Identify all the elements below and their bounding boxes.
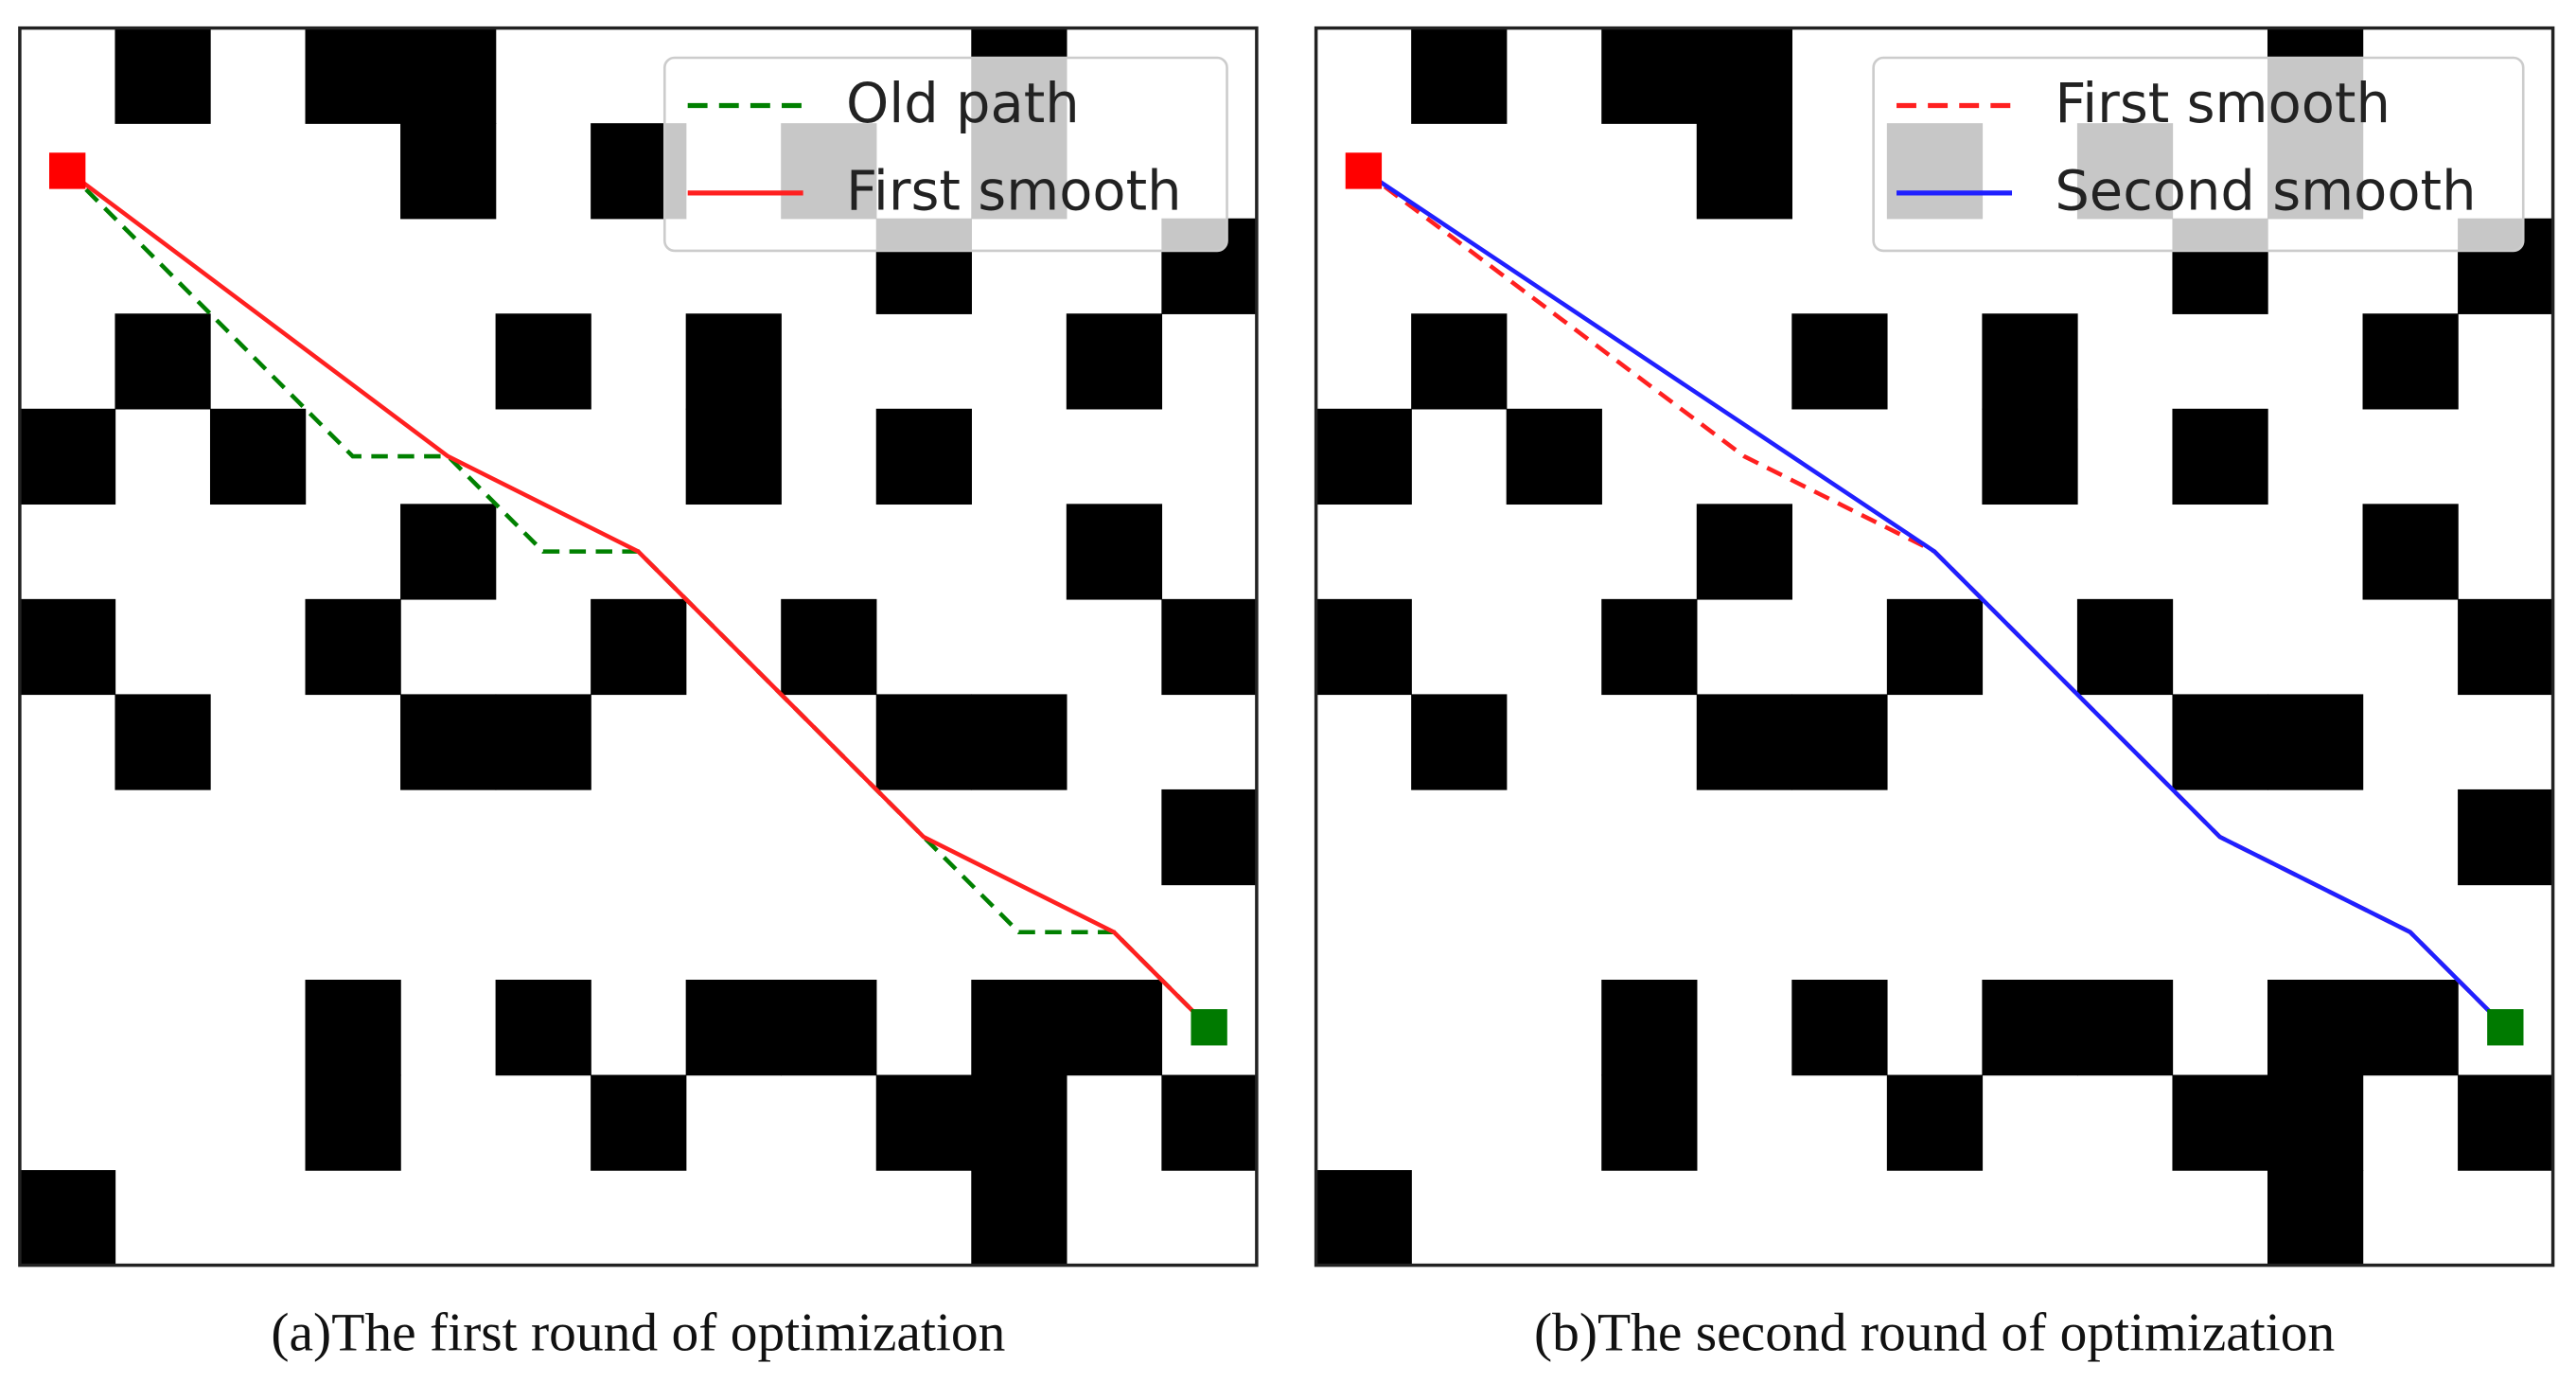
obstacle — [2267, 1074, 2364, 1171]
obstacle — [305, 27, 401, 124]
obstacle — [495, 694, 591, 790]
obstacle — [1696, 504, 1793, 600]
obstacle — [971, 980, 1067, 1076]
obstacle — [2362, 313, 2459, 410]
obstacle — [2267, 694, 2364, 790]
obstacle — [685, 980, 782, 1076]
obstacle — [305, 598, 401, 696]
panel: First smooth Second smooth (b)The second r… — [1314, 26, 2555, 1362]
obstacle — [1315, 598, 1412, 696]
legend-box — [1872, 56, 2525, 253]
obstacle — [875, 1074, 972, 1171]
legend-box — [662, 56, 1228, 253]
obstacle — [685, 408, 782, 505]
obstacle — [1696, 123, 1793, 220]
obstacle — [2172, 694, 2268, 790]
obstacle — [2172, 1074, 2268, 1171]
obstacle — [781, 598, 877, 696]
obstacle — [685, 313, 782, 410]
obstacle — [971, 1170, 1067, 1267]
start-marker — [49, 152, 86, 189]
obstacle — [2267, 980, 2364, 1076]
obstacle — [1886, 598, 1984, 696]
obstacle — [1601, 27, 1698, 124]
legend-label: First smooth — [846, 159, 1182, 222]
obstacle — [1066, 313, 1163, 410]
obstacle — [115, 694, 211, 790]
obstacle — [495, 313, 591, 410]
obstacle — [1696, 27, 1793, 124]
obstacle — [1161, 789, 1258, 886]
obstacle — [2076, 598, 2174, 696]
obstacle — [1161, 1074, 1258, 1171]
obstacle — [400, 27, 497, 124]
obstacle — [1982, 313, 2078, 410]
obstacle — [2458, 598, 2554, 696]
obstacle — [781, 980, 877, 1076]
path-line — [65, 168, 1211, 1029]
obstacle — [591, 598, 687, 696]
obstacle — [1791, 694, 1888, 790]
obstacle — [1696, 694, 1793, 790]
obstacle — [2172, 408, 2268, 505]
panel: Old path First smooth (a)The first round o… — [18, 26, 1259, 1362]
obstacle — [1066, 980, 1163, 1076]
legend-label: First smooth — [2055, 72, 2391, 135]
obstacle — [971, 1074, 1067, 1171]
obstacle — [1791, 980, 1888, 1076]
obstacle — [1411, 27, 1508, 124]
obstacle — [115, 313, 211, 410]
obstacle — [2458, 789, 2554, 886]
caption: (a)The first round of optimization — [271, 1303, 1005, 1362]
obstacle — [2267, 1170, 2364, 1267]
obstacle — [1601, 1074, 1698, 1171]
obstacle — [1411, 694, 1508, 790]
obstacle — [2076, 980, 2174, 1076]
obstacle — [19, 598, 116, 696]
obstacle — [2458, 1074, 2554, 1171]
obstacle — [305, 980, 401, 1076]
legend-label: Old path — [846, 72, 1080, 135]
obstacle — [1601, 598, 1698, 696]
obstacle — [400, 504, 497, 600]
obstacle — [1982, 980, 2078, 1076]
obstacle — [400, 694, 497, 790]
goal-marker — [1191, 1009, 1227, 1046]
obstacle — [971, 694, 1067, 790]
obstacle — [591, 1074, 687, 1171]
obstacle — [400, 123, 497, 220]
obstacle — [495, 980, 591, 1076]
obstacle — [875, 694, 972, 790]
obstacle — [1886, 1074, 1984, 1171]
obstacle — [1506, 408, 1602, 505]
caption: (b)The second round of optimization — [1534, 1303, 2335, 1362]
obstacle — [2362, 504, 2459, 600]
obstacle — [1066, 504, 1163, 600]
obstacle — [19, 408, 116, 505]
obstacle — [875, 408, 972, 505]
legend-label: Second smooth — [2055, 159, 2476, 222]
obstacle — [209, 408, 307, 505]
path-line — [1362, 168, 2507, 1029]
obstacle — [1982, 408, 2078, 505]
obstacle — [1315, 408, 1412, 505]
obstacle — [1411, 313, 1508, 410]
obstacle — [1161, 598, 1258, 696]
goal-marker — [2487, 1009, 2524, 1046]
plot-frame — [18, 26, 1259, 1267]
obstacle — [1601, 980, 1698, 1076]
start-marker — [1345, 152, 1383, 189]
obstacle — [19, 1170, 116, 1267]
obstacle — [2362, 980, 2459, 1076]
obstacle — [115, 27, 211, 124]
obstacle — [305, 1074, 401, 1171]
plot-frame — [1314, 26, 2555, 1267]
obstacle — [1791, 313, 1888, 410]
obstacle — [1315, 1170, 1412, 1267]
